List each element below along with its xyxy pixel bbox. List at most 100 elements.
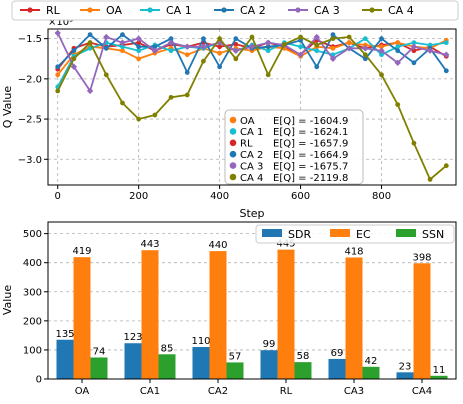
data-point-ca-3 <box>70 63 78 70</box>
bar-label-sdr-ca1: 123 <box>123 332 142 343</box>
data-point-ca-4 <box>395 102 401 107</box>
data-point-ca-1 <box>265 48 271 54</box>
bar-label-sdr-ca3: 69 <box>331 348 344 359</box>
bottom-y-axis-label: Value <box>1 285 14 315</box>
legend-marker-ca-4 <box>369 7 375 13</box>
bar-ssn-rl <box>294 362 312 379</box>
annotation-value-rl: E[Q] = -1657.9 <box>273 139 348 150</box>
bar-sdr-rl <box>260 350 278 379</box>
data-point-ca-2 <box>443 68 449 74</box>
data-point-ca-3 <box>232 47 240 54</box>
bar-label-ec-ca2: 440 <box>208 240 227 251</box>
data-point-ca-4 <box>201 58 206 64</box>
data-point-oa <box>217 50 223 56</box>
legend-marker-rl <box>27 7 33 13</box>
data-point-ca-1 <box>443 40 449 46</box>
data-point-ca-2 <box>152 44 158 50</box>
legend-swatch-ec <box>330 229 350 237</box>
bar-label-ec-rl: 445 <box>276 239 295 250</box>
bar-label-ssn-ca4: 11 <box>433 365 446 376</box>
annotation-dot-rl <box>229 139 237 147</box>
bar-ssn-ca2 <box>226 362 244 379</box>
data-point-oa <box>120 48 125 54</box>
data-point-ca-4 <box>55 88 61 94</box>
legend-label-ca-2: CA 2 <box>240 4 266 17</box>
bar-ec-ca3 <box>345 257 363 379</box>
bottom-legend: SDR EC SSN <box>255 224 455 244</box>
data-point-ca-3 <box>264 39 272 46</box>
legend-marker-oa <box>87 7 93 13</box>
legend-swatch-ssn <box>396 229 416 237</box>
expected-q-annotation-box: OA E[Q] = -1604.9 CA 1 E[Q] = -1624.1 RL E[Q]… <box>224 109 364 185</box>
q-value-line-chart: 0 200 400 600 800−1.5−2.0−2.5−3.0 ×10³ Step … <box>1 0 459 220</box>
data-point-ca-2 <box>411 60 417 66</box>
bar-sdr-ca3 <box>328 358 346 379</box>
data-point-ca-3 <box>167 39 175 46</box>
top-y-tick-label: −1.5 <box>18 34 42 45</box>
bar-label-ssn-ca3: 42 <box>365 356 378 367</box>
top-x-tick-label: 800 <box>372 191 391 202</box>
data-point-ca-3 <box>329 55 337 62</box>
top-x-axis-label: Step <box>239 207 264 220</box>
data-point-ca-4 <box>103 72 109 78</box>
data-point-ca-1 <box>120 44 125 50</box>
data-point-ca-2 <box>217 64 223 70</box>
data-point-oa <box>346 40 352 46</box>
legend-label-ca-1: CA 1 <box>166 4 192 17</box>
bar-label-sdr-oa: 135 <box>55 329 74 340</box>
data-point-ca-4 <box>411 140 417 146</box>
bar-label-ssn-rl: 58 <box>297 351 310 362</box>
legend-label-ec: EC <box>356 228 371 241</box>
annotation-name-rl: RL <box>240 139 253 150</box>
bottom-y-tick-label: 200 <box>23 316 42 327</box>
data-point-oa <box>362 42 368 48</box>
legend-marker-ca-1 <box>147 7 153 13</box>
data-point-ca-4 <box>298 34 303 40</box>
data-point-ca-1 <box>395 44 401 50</box>
bar-label-ec-ca1: 443 <box>140 239 159 250</box>
data-point-ca-3 <box>119 39 126 46</box>
legend-label-ca-4: CA 4 <box>388 4 414 17</box>
data-point-ca-1 <box>379 52 384 58</box>
data-point-ca-2 <box>184 70 190 75</box>
legend-swatch-sdr <box>262 229 282 237</box>
data-point-ca-3 <box>378 47 385 54</box>
annotation-value-ca-2: E[Q] = -1664.9 <box>273 150 348 161</box>
data-point-oa <box>330 45 336 51</box>
bar-sdr-ca1 <box>124 343 142 379</box>
annotation-name-ca-2: CA 2 <box>240 150 263 161</box>
data-point-ca-4 <box>168 94 174 100</box>
data-point-ca-4 <box>443 163 449 169</box>
data-point-ca-4 <box>249 34 255 40</box>
data-point-ca-4 <box>184 92 190 98</box>
bar-ssn-ca3 <box>362 366 380 379</box>
bottom-x-tick-label: RL <box>280 386 293 397</box>
data-point-rl <box>136 40 142 46</box>
annotation-value-oa: E[Q] = -1604.9 <box>273 116 348 127</box>
data-point-ca-2 <box>314 64 320 70</box>
data-point-ca-3 <box>54 29 61 37</box>
data-point-ca-2 <box>233 36 239 42</box>
data-point-ca-2 <box>265 44 271 50</box>
data-point-ca-2 <box>201 36 206 42</box>
bar-label-ec-ca4: 398 <box>412 252 431 263</box>
bar-ec-rl <box>277 249 295 379</box>
data-point-ca-4 <box>87 40 93 46</box>
annotation-dot-ca-1 <box>229 128 237 135</box>
data-point-oa <box>55 72 61 78</box>
bottom-x-tick-label: CA2 <box>208 386 228 397</box>
data-point-ca-2 <box>71 48 77 54</box>
bar-ssn-ca4 <box>430 375 448 379</box>
top-plot-frame <box>47 28 457 186</box>
data-point-ca-2 <box>87 32 93 38</box>
legend-label-ssn: SSN <box>422 228 444 241</box>
data-point-ca-4 <box>427 176 433 182</box>
bottom-y-tick-label: 100 <box>23 345 42 356</box>
data-point-ca-1 <box>87 45 93 51</box>
annotation-name-ca-1: CA 1 <box>240 127 263 138</box>
data-point-oa <box>379 44 384 50</box>
bottom-y-tick-label: 0 <box>36 375 42 386</box>
top-x-tick-label: 0 <box>55 191 61 202</box>
